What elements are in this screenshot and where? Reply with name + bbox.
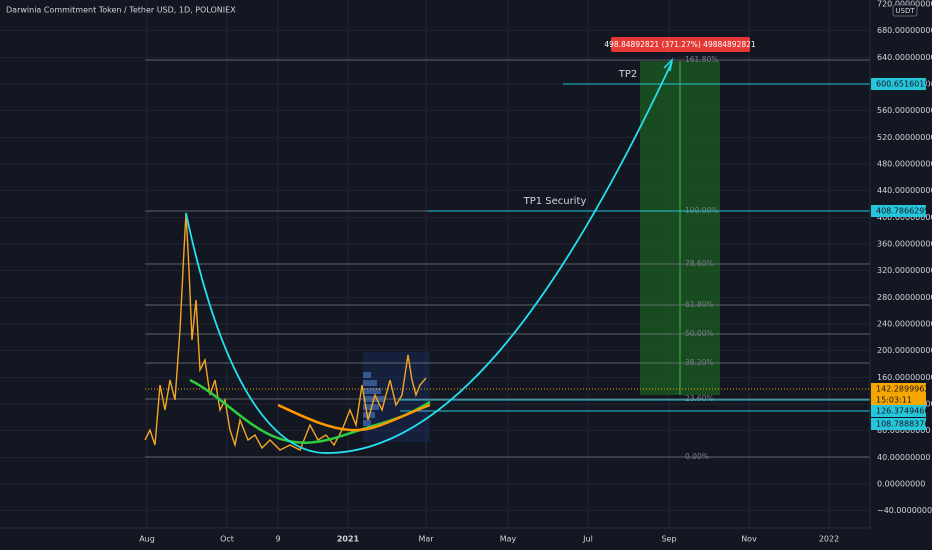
curve-arrow (663, 57, 674, 72)
price-tag-box (871, 405, 926, 417)
price-axis-label: 160.00000000 (877, 373, 932, 382)
price-tag-box (871, 394, 926, 406)
price-axis-label: 560.00000000 (877, 106, 932, 115)
price-axis-label: 240.00000000 (877, 320, 932, 329)
price-axis-label: 0.00000000 (877, 480, 925, 489)
price-tag: 600.65160195 (876, 80, 932, 89)
time-axis-label: Oct (220, 535, 234, 544)
currency-box[interactable] (892, 4, 918, 17)
price-axis-label: 360.00000000 (877, 240, 932, 249)
price-tag: 408.78662956 (876, 207, 932, 216)
price-axis-label: 200.00000000 (877, 346, 932, 355)
fib-label: 50.00% (685, 329, 714, 338)
time-axis-label: Nov (741, 535, 757, 544)
price-axis-label: 520.00000000 (877, 133, 932, 142)
time-axis-label: Jul (582, 535, 593, 544)
price-tag-box (871, 78, 926, 90)
price-axis-label: 720.00000000 (877, 0, 932, 9)
chart-title: Darwinia Commitment Token / Tether USD, … (6, 6, 236, 15)
time-axis-label: Mar (418, 535, 434, 544)
price-axis (870, 0, 932, 550)
time-axis-label: May (500, 535, 517, 544)
price-tag-box (871, 418, 926, 430)
price-axis-label: 80.00000000 (877, 426, 930, 435)
fib-label: 78.60% (685, 259, 714, 268)
price-axis-label: 640.00000000 (877, 53, 932, 62)
tp2-label: TP2 (618, 69, 638, 80)
currency[interactable]: USDT (895, 7, 915, 15)
measure-label: 498.84892821 (371.27%) 49884892821 (604, 40, 756, 49)
measure-label-box (611, 37, 750, 52)
tp1-label: TP1 Security (523, 196, 587, 207)
price-axis-label: 480.00000000 (877, 160, 932, 169)
fib-label: 38.20% (685, 358, 714, 367)
time-axis-label: 9 (275, 535, 280, 544)
price-axis-label: 680.00000000 (877, 26, 932, 35)
price-axis-label: 40.00000000 (877, 453, 930, 462)
fib-label: 23.60% (685, 394, 714, 403)
time-axis-label: Aug (139, 535, 155, 544)
price-tag: 15:03:11 (876, 396, 912, 405)
cup-curve (185, 61, 673, 454)
price-tag-box (871, 383, 926, 395)
price-axis-label: 440.00000000 (877, 186, 932, 195)
price-axis-label: 320.00000000 (877, 266, 932, 275)
price-tags: 600.65160195 408.78662956 142.28999627 15:0… (871, 78, 932, 430)
price-candles (144, 212, 427, 451)
price-axis-label: 280.00000000 (877, 293, 932, 302)
fib-label: 161.80% (685, 55, 718, 64)
time-axis-label: 2022 (819, 535, 839, 544)
axis-labels: 720.00000000 680.00000000 640.00000000 600.… (139, 0, 932, 544)
price-tag: 108.78883760 (876, 420, 932, 429)
time-axis-label: 2021 (337, 535, 360, 544)
price-tag-box (871, 205, 926, 217)
price-tag: 142.28999627 (876, 385, 932, 394)
ma-orange (277, 403, 431, 432)
time-axis-label: Sep (661, 535, 676, 544)
price-tag: 126.37494663 (876, 407, 932, 416)
price-axis-label: −40.00000000 (877, 506, 932, 515)
fib-label: 0.00% (685, 452, 709, 461)
fib-label: 61.80% (685, 300, 714, 309)
price-axis-label: 400.00000000 (877, 213, 932, 222)
